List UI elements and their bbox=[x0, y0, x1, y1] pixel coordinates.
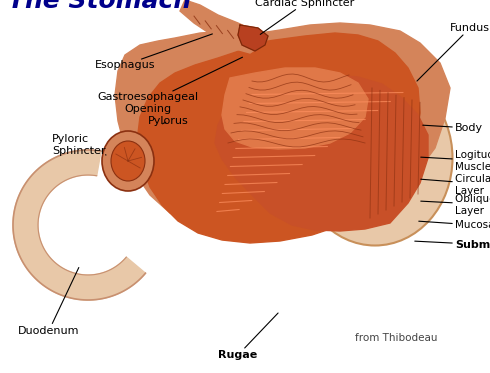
Text: Logitudinal
Muscle Layer: Logitudinal Muscle Layer bbox=[421, 150, 490, 172]
Text: Oblique Muscle
Layer: Oblique Muscle Layer bbox=[421, 194, 490, 216]
Polygon shape bbox=[137, 33, 420, 243]
Text: Esophagus: Esophagus bbox=[95, 34, 212, 70]
Text: Cardiac Sphincter: Cardiac Sphincter bbox=[255, 0, 355, 34]
Polygon shape bbox=[115, 23, 450, 236]
Ellipse shape bbox=[102, 131, 154, 191]
Text: from Thibodeau: from Thibodeau bbox=[355, 333, 438, 343]
Text: Body: Body bbox=[423, 123, 483, 133]
Polygon shape bbox=[13, 150, 146, 300]
Text: Gastroesophageal
Opening: Gastroesophageal Opening bbox=[98, 57, 243, 114]
Polygon shape bbox=[222, 68, 368, 149]
Ellipse shape bbox=[111, 141, 145, 181]
Text: Fundus: Fundus bbox=[417, 23, 490, 81]
Text: Pyloric
Sphincter: Pyloric Sphincter bbox=[52, 134, 106, 156]
Text: Duodenum: Duodenum bbox=[18, 267, 79, 336]
Text: Submucosa: Submucosa bbox=[415, 240, 490, 250]
Text: Mucosa: Mucosa bbox=[419, 220, 490, 230]
Polygon shape bbox=[215, 75, 428, 231]
Ellipse shape bbox=[297, 70, 452, 245]
Polygon shape bbox=[238, 25, 268, 51]
Polygon shape bbox=[180, 0, 265, 53]
Text: The Stomach: The Stomach bbox=[8, 0, 191, 13]
Text: Circular Muscle
Layer: Circular Muscle Layer bbox=[421, 174, 490, 196]
Text: Pylorus: Pylorus bbox=[148, 116, 189, 126]
Text: Rugae: Rugae bbox=[219, 313, 278, 360]
